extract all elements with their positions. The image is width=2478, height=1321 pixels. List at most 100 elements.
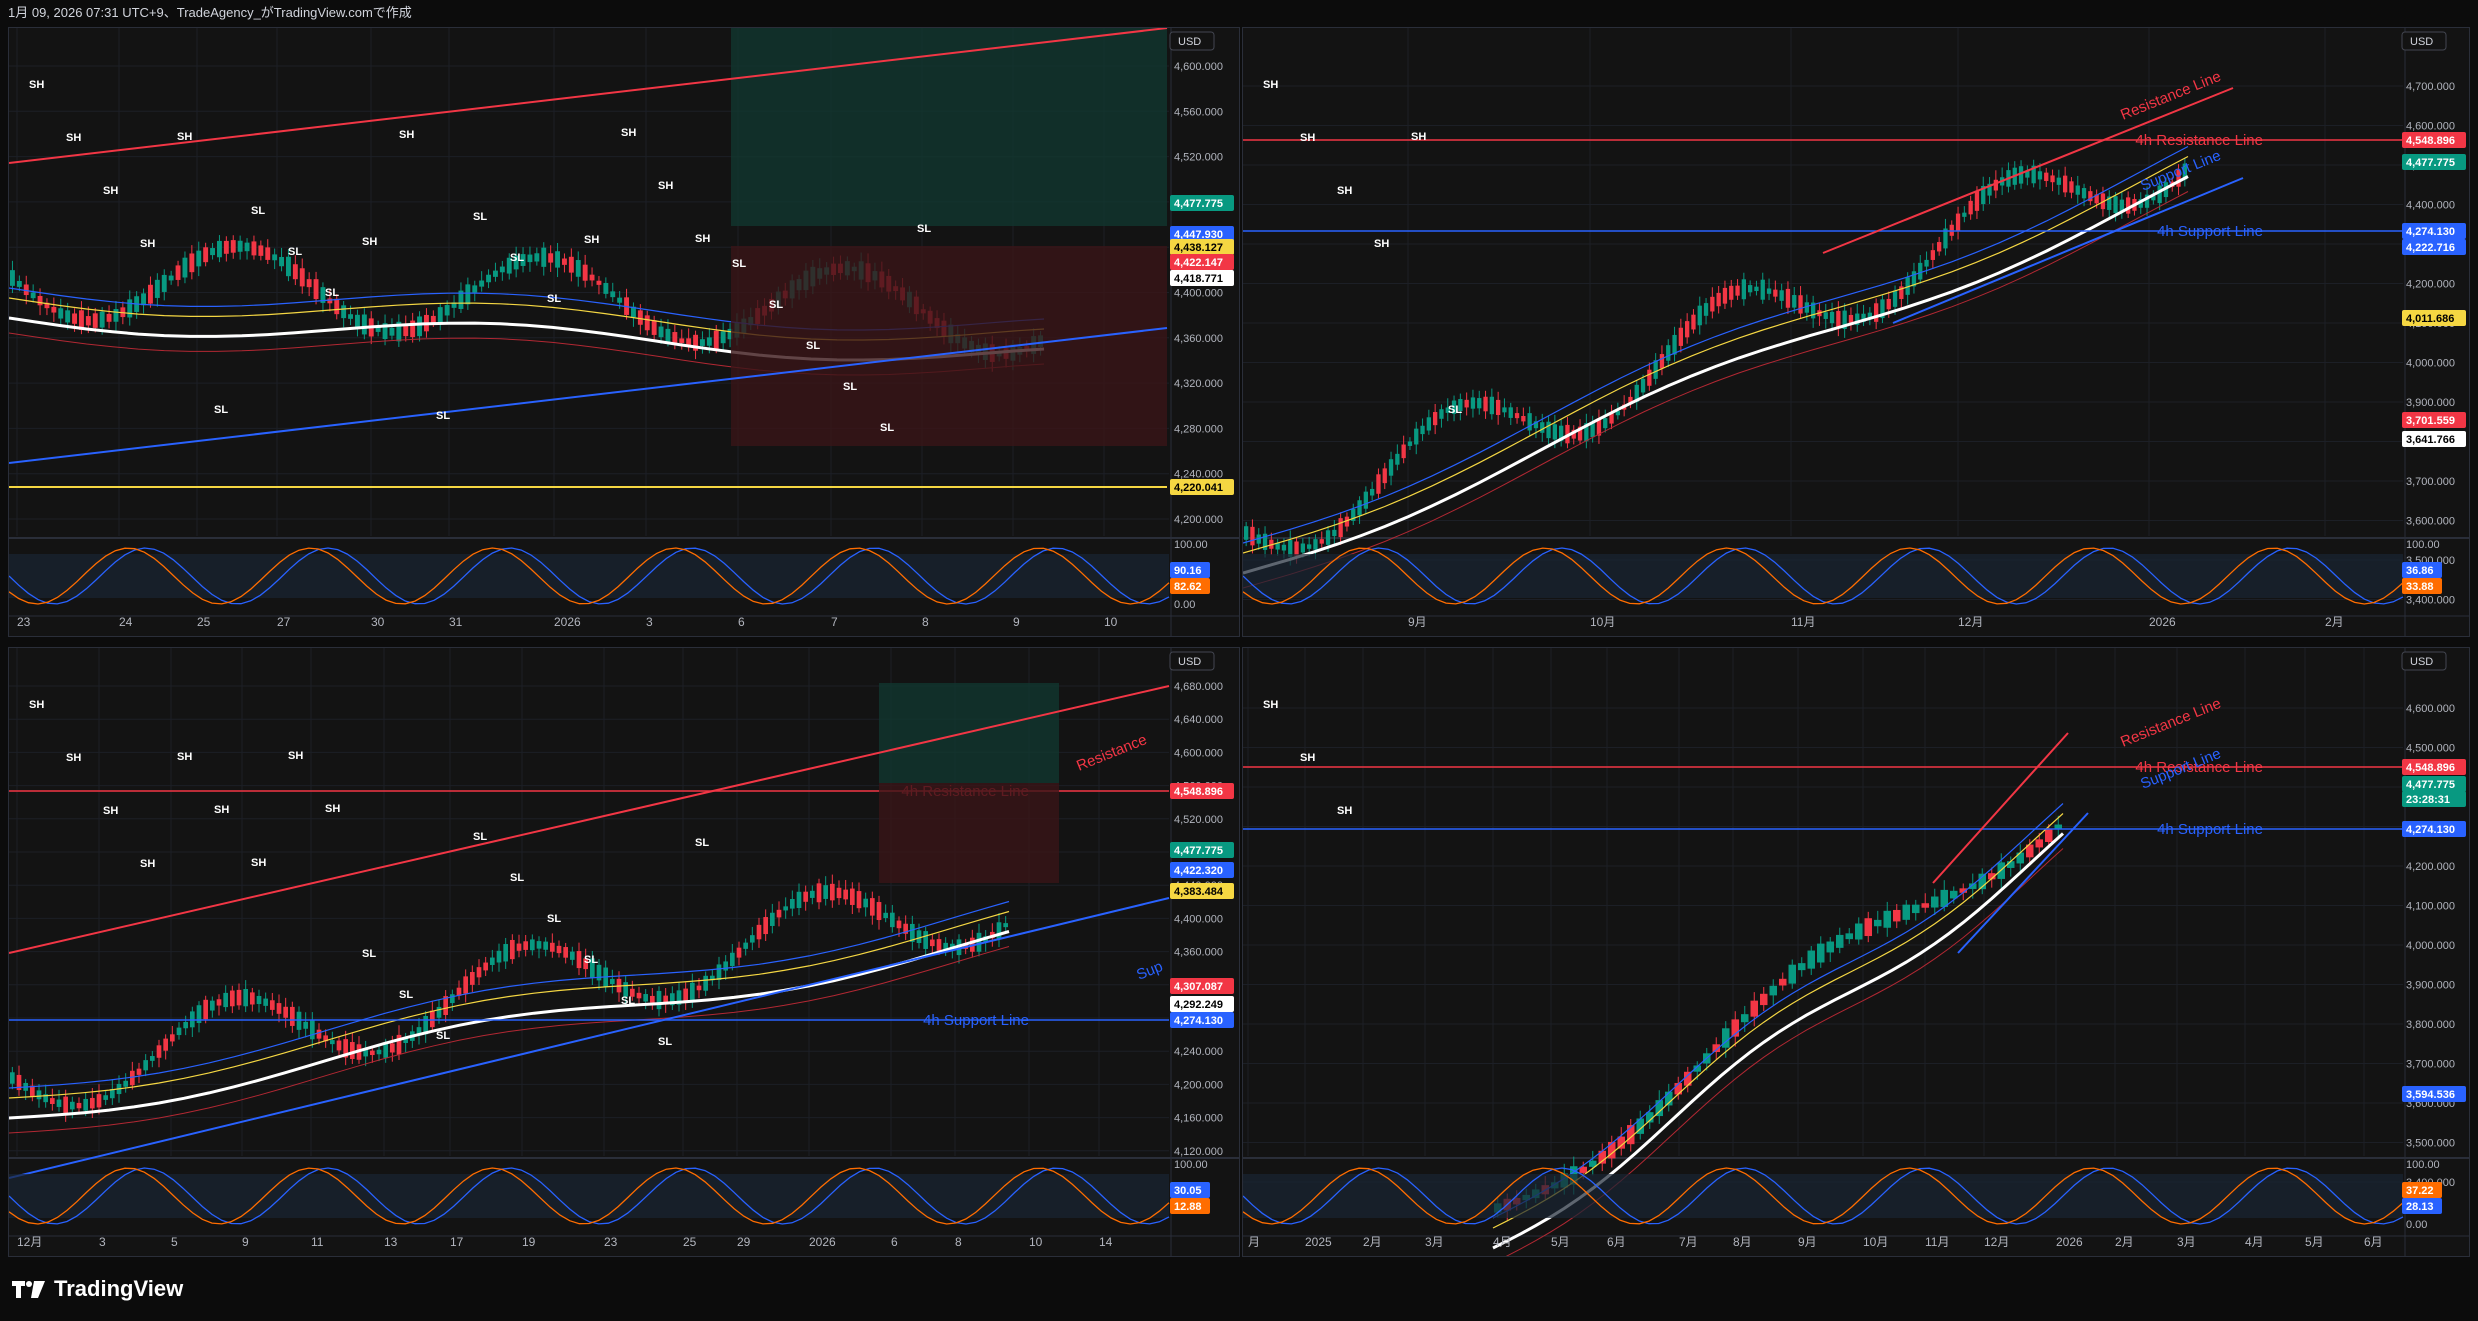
candle-body bbox=[430, 315, 436, 323]
price-tag bbox=[1170, 978, 1234, 994]
time-axis-label: 30 bbox=[371, 615, 385, 629]
candle-body bbox=[1968, 200, 1973, 215]
candle-body bbox=[30, 1085, 35, 1097]
time-axis-label: 月 bbox=[1248, 1235, 1260, 1249]
moving-average-red bbox=[9, 946, 1010, 1134]
swing-high-label: SH bbox=[325, 803, 340, 815]
candle-body bbox=[390, 1043, 395, 1053]
candle-body bbox=[1489, 396, 1494, 415]
candle-body bbox=[483, 962, 488, 971]
candle-body bbox=[216, 999, 222, 1006]
candle-body bbox=[796, 891, 802, 909]
candle-body bbox=[850, 888, 855, 905]
resistance-trendline-label: Resistance Line bbox=[2118, 695, 2223, 751]
candle-body bbox=[816, 883, 822, 903]
price-axis-label: 3,600.000 bbox=[2406, 516, 2455, 528]
candle-body bbox=[403, 325, 409, 337]
chart-canvas[interactable]: 4,600.0004,560.0004,520.0004,480.0004,44… bbox=[9, 28, 1240, 637]
oscillator-tag-label: 90.16 bbox=[1174, 565, 1202, 577]
candle-body bbox=[2018, 166, 2024, 184]
price-axis-label: 4,100.000 bbox=[2406, 901, 2455, 913]
candle-body bbox=[1937, 242, 1942, 252]
time-axis-label: 9月 bbox=[1798, 1235, 1817, 1249]
candle-body bbox=[2094, 194, 2099, 204]
chart-panel-top-left[interactable]: 4,600.0004,560.0004,520.0004,480.0004,44… bbox=[8, 27, 1240, 637]
candle-body bbox=[576, 951, 582, 969]
time-axis-label: 5月 bbox=[1551, 1235, 1570, 1249]
candle-body bbox=[1401, 444, 1406, 459]
candle-body bbox=[1902, 904, 1910, 920]
currency-label: USD bbox=[1178, 656, 1201, 668]
candle-body bbox=[1426, 417, 1431, 431]
price-tag bbox=[1170, 1012, 1234, 1028]
candle-body bbox=[1344, 516, 1350, 527]
candle-body bbox=[570, 951, 575, 960]
chart-canvas[interactable]: 4,700.0004,600.0004,500.0004,400.0004,30… bbox=[1243, 28, 2470, 637]
chart-panel-bottom-right[interactable]: 4,600.0004,500.0004,400.0004,300.0004,20… bbox=[1242, 647, 2470, 1257]
candle-body bbox=[1665, 1091, 1673, 1106]
candle-body bbox=[523, 941, 528, 950]
candle-body bbox=[670, 993, 675, 1006]
candle-body bbox=[272, 254, 278, 261]
swing-low-label: SL bbox=[621, 995, 635, 1007]
candle-body bbox=[1978, 873, 1986, 890]
candle-body bbox=[1628, 396, 1633, 405]
candle-body bbox=[130, 1070, 135, 1086]
candle-body bbox=[416, 1027, 422, 1035]
candle-body bbox=[1950, 890, 1958, 899]
time-axis-label: 12月 bbox=[1984, 1235, 2009, 1249]
currency-label: USD bbox=[2410, 36, 2433, 48]
candle-body bbox=[203, 247, 209, 263]
candle-body bbox=[596, 280, 602, 285]
swing-high-label: SH bbox=[1300, 132, 1315, 144]
time-axis-label: 7 bbox=[831, 615, 838, 629]
chart-canvas[interactable]: 4,600.0004,500.0004,400.0004,300.0004,20… bbox=[1243, 648, 2470, 1257]
candle-body bbox=[916, 930, 922, 944]
price-axis-label: 4,680.000 bbox=[1174, 681, 1223, 693]
swing-high-label: SH bbox=[66, 132, 81, 144]
candle-body bbox=[710, 975, 715, 981]
candle-body bbox=[1634, 384, 1639, 402]
candle-body bbox=[56, 1099, 62, 1107]
candle-body bbox=[389, 327, 395, 336]
candle-body bbox=[243, 989, 248, 1007]
candle-body bbox=[183, 1021, 188, 1029]
candle-body bbox=[499, 266, 505, 273]
candle-body bbox=[99, 311, 105, 328]
oscillator-tag-label: 37.22 bbox=[2406, 1185, 2434, 1197]
candle-body bbox=[334, 298, 340, 315]
candle-body bbox=[583, 958, 588, 970]
candle-body bbox=[44, 302, 50, 309]
candle-body bbox=[444, 305, 450, 316]
candle-body bbox=[417, 316, 422, 337]
candle-body bbox=[1864, 918, 1872, 937]
price-axis-label: 4,600.000 bbox=[2406, 703, 2455, 715]
candle-body bbox=[1579, 1166, 1587, 1173]
candle-body bbox=[706, 337, 712, 346]
candle-body bbox=[182, 257, 188, 278]
swing-high-label: SH bbox=[584, 234, 599, 246]
candle-body bbox=[783, 906, 788, 911]
swing-high-label: SH bbox=[177, 131, 192, 143]
chart-panel-bottom-left[interactable]: 4,680.0004,640.0004,600.0004,560.0004,52… bbox=[8, 647, 1240, 1257]
candle-body bbox=[903, 923, 908, 934]
candle-body bbox=[555, 251, 560, 268]
time-axis-label: 8 bbox=[922, 615, 929, 629]
candle-body bbox=[776, 909, 782, 918]
swing-high-label: SH bbox=[362, 236, 377, 248]
swing-high-label: SH bbox=[1263, 699, 1278, 711]
chart-panel-top-right[interactable]: 4,700.0004,600.0004,500.0004,400.0004,30… bbox=[1242, 27, 2470, 637]
swing-low-label: SL bbox=[843, 381, 857, 393]
candle-body bbox=[603, 282, 609, 294]
candle-body bbox=[1672, 334, 1677, 355]
tradingview-brand[interactable]: TradingView bbox=[12, 1276, 183, 1302]
chart-canvas[interactable]: 4,680.0004,640.0004,600.0004,560.0004,52… bbox=[9, 648, 1240, 1257]
oscillator-tag bbox=[2402, 1182, 2442, 1198]
candle-body bbox=[1395, 453, 1400, 465]
candle-body bbox=[320, 287, 326, 303]
price-axis-label: 3,500.000 bbox=[2406, 1138, 2455, 1150]
moving-average-yellow bbox=[1243, 155, 2189, 554]
candle-body bbox=[2119, 199, 2124, 212]
candle-body bbox=[1918, 262, 1923, 280]
candle-body bbox=[743, 942, 748, 949]
